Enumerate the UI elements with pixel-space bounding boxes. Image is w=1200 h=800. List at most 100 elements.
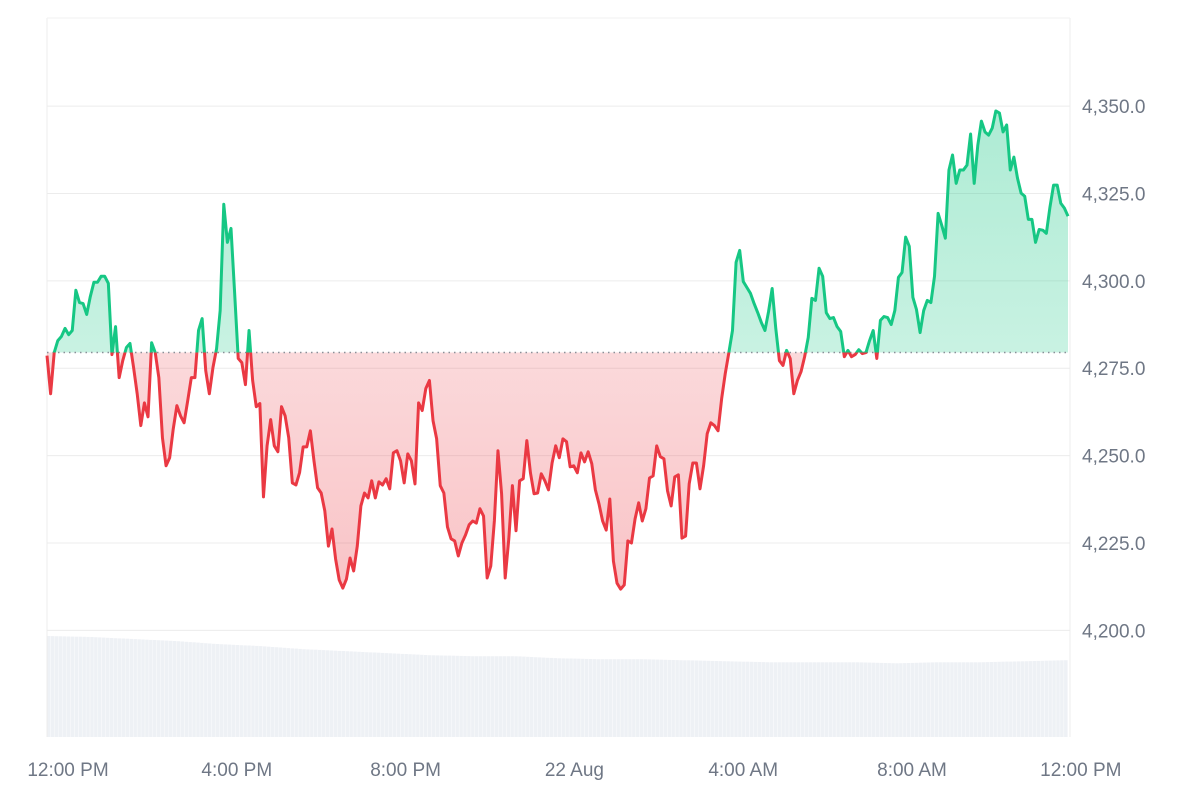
- volume-bar: [149, 639, 153, 737]
- volume-bar: [439, 655, 444, 737]
- volume-bar: [620, 659, 624, 737]
- volume-bar: [314, 649, 318, 737]
- x-axis: 12:00 PM 4:00 PM 8:00 PM 22 Aug 4:00 AM 8:00 …: [27, 760, 1121, 781]
- volume-bar: [498, 656, 503, 737]
- volume-bar: [742, 661, 746, 737]
- volume-bar: [624, 659, 628, 737]
- volume-bar: [675, 660, 679, 737]
- volume-bar: [192, 642, 196, 737]
- volume-bar: [286, 648, 291, 737]
- volume-bar: [628, 659, 632, 737]
- volume-bar: [176, 641, 181, 737]
- volume-bar: [427, 655, 432, 737]
- volume-bar: [651, 659, 656, 737]
- volume-bar: [341, 651, 346, 737]
- volume-bar: [420, 654, 424, 737]
- volume-bar: [376, 652, 381, 737]
- volume-bar: [408, 654, 412, 737]
- volume-bar: [125, 638, 130, 737]
- volume-bar: [914, 662, 919, 737]
- volume-bar: [655, 659, 660, 737]
- volume-bar: [569, 658, 573, 737]
- volume-bar: [443, 655, 448, 737]
- volume-bar: [1024, 661, 1029, 737]
- volume-bar: [604, 659, 609, 737]
- volume-bar: [777, 662, 781, 737]
- volume-bar: [388, 653, 393, 737]
- price-line-up: [52, 109, 1070, 353]
- volume-bar: [215, 644, 220, 737]
- volume-bar: [329, 650, 334, 737]
- volume-bar: [930, 662, 935, 737]
- y-tick-label: 4,275.0: [1082, 359, 1145, 380]
- volume-bar: [647, 659, 652, 737]
- area-below-baseline: [47, 352, 878, 590]
- volume-bar: [219, 644, 224, 737]
- volume-bar: [592, 659, 597, 737]
- volume-bar: [349, 651, 353, 737]
- volume-bar: [333, 650, 338, 737]
- volume-bar: [600, 659, 605, 737]
- volume-bar: [1048, 660, 1052, 737]
- volume-bar: [204, 643, 208, 737]
- volume-bar: [317, 649, 322, 737]
- volume-bar: [345, 651, 349, 737]
- volume-bar: [965, 662, 970, 737]
- volume-bar: [836, 662, 840, 737]
- volume-bar: [208, 643, 212, 737]
- volume-bar: [270, 647, 275, 737]
- volume-bar: [808, 662, 813, 737]
- volume-bar: [584, 658, 589, 737]
- volume-bar: [247, 645, 251, 737]
- volume-bar: [679, 660, 683, 737]
- x-tick-label: 4:00 PM: [201, 760, 272, 781]
- volume-bar: [545, 657, 550, 737]
- x-tick-label: 12:00 PM: [27, 760, 108, 781]
- volume-bar: [113, 638, 118, 737]
- x-tick-label: 12:00 PM: [1040, 760, 1121, 781]
- volume-bar: [855, 662, 860, 737]
- volume-bar: [632, 659, 636, 737]
- volume-bar: [188, 642, 192, 737]
- volume-bar: [109, 638, 114, 737]
- volume-bar: [926, 662, 931, 737]
- volume-bar: [223, 644, 228, 737]
- volume-bar: [66, 636, 71, 737]
- volume-bar: [612, 659, 617, 737]
- volume-bar: [486, 656, 491, 737]
- volume-bar: [691, 660, 695, 737]
- volume-bar: [54, 636, 59, 737]
- volume-bar: [828, 662, 832, 737]
- volume-bar: [384, 653, 389, 737]
- volume-bar: [251, 645, 255, 737]
- volume-bar: [530, 657, 534, 737]
- volume-bar: [561, 658, 565, 737]
- volume-bar: [180, 641, 185, 737]
- volume-bar: [537, 657, 542, 737]
- volume-bar: [761, 662, 766, 737]
- volume-bar: [231, 644, 236, 737]
- volume-bar: [667, 659, 671, 737]
- volume-bar: [262, 646, 267, 737]
- volume-bar: [671, 660, 675, 737]
- volume-bar: [266, 646, 271, 737]
- volume-bar: [816, 662, 821, 737]
- y-tick-label: 4,325.0: [1082, 184, 1145, 205]
- volume-bar: [101, 637, 106, 737]
- volume-bar: [514, 656, 518, 737]
- volume-bar: [977, 662, 982, 737]
- volume-bar: [608, 659, 613, 737]
- volume-bar: [565, 658, 569, 737]
- volume-bar: [467, 656, 471, 737]
- volume-bar: [1040, 660, 1045, 737]
- volume-bar: [431, 655, 436, 737]
- price-line-down: [45, 352, 879, 591]
- volume-bar: [793, 662, 797, 737]
- volume-bar: [636, 659, 640, 737]
- volume-bar: [200, 642, 204, 737]
- volume-bar: [478, 656, 483, 737]
- volume-bar: [993, 661, 997, 737]
- volume-bar: [848, 662, 852, 737]
- volume-bar: [718, 661, 723, 737]
- y-tick-label: 4,350.0: [1082, 97, 1145, 118]
